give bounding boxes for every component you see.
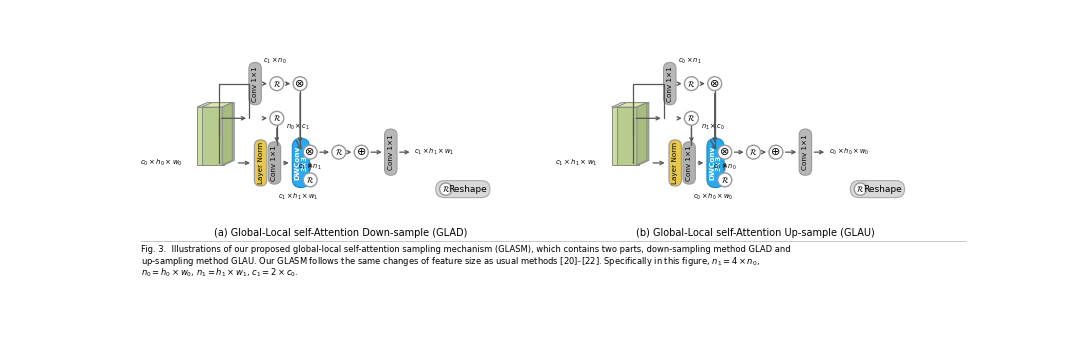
Text: ⊗: ⊗ [710,79,719,89]
Text: $\mathcal{R}$: $\mathcal{R}$ [273,79,281,89]
Text: Conv 1×1: Conv 1×1 [666,66,673,101]
Text: (b) Global-Local self-Attention Up-sample (GLAU): (b) Global-Local self-Attention Up-sampl… [636,228,875,238]
Circle shape [718,173,732,187]
Circle shape [293,77,307,90]
Circle shape [707,77,721,90]
Text: $n_0\times c_1$: $n_0\times c_1$ [286,122,310,132]
FancyBboxPatch shape [293,138,309,187]
Polygon shape [202,103,232,107]
Text: $c_1\times n_1$: $c_1\times n_1$ [298,161,322,172]
Circle shape [270,111,284,125]
Text: ⊗: ⊗ [306,147,315,157]
Text: Conv 1×1: Conv 1×1 [252,66,258,101]
Circle shape [854,183,866,195]
Polygon shape [197,107,225,165]
Circle shape [354,145,368,159]
Text: $n_1\times c_0$: $n_1\times c_0$ [701,122,725,132]
Text: $c_1\times h_1\times w_1$: $c_1\times h_1\times w_1$ [555,158,597,168]
FancyBboxPatch shape [384,129,397,175]
Text: $c_0\times h_0\times w_0$: $c_0\times h_0\times w_0$ [140,158,183,168]
Text: $\mathcal{R}$: $\mathcal{R}$ [856,184,864,194]
Text: $\mathcal{R}$: $\mathcal{R}$ [273,113,281,123]
Text: $c_0\times h_0\times w_0$: $c_0\times h_0\times w_0$ [828,147,869,157]
Text: $c_1\times h_1\times w_1$: $c_1\times h_1\times w_1$ [414,147,455,157]
Polygon shape [222,103,232,165]
Circle shape [746,145,760,159]
Text: Reshape: Reshape [448,185,487,194]
Text: Fig. 3.  Illustrations of our proposed global-local self-attention sampling mech: Fig. 3. Illustrations of our proposed gl… [141,245,791,254]
FancyBboxPatch shape [683,142,696,184]
Circle shape [332,145,346,159]
Text: (a) Global-Local self-Attention Down-sample (GLAD): (a) Global-Local self-Attention Down-sam… [214,228,467,238]
Text: $\mathcal{R}$: $\mathcal{R}$ [750,147,757,157]
Circle shape [303,145,318,159]
Text: Layer Norm: Layer Norm [672,142,678,184]
Text: Reshape: Reshape [863,185,902,194]
Circle shape [718,145,732,159]
FancyBboxPatch shape [248,63,261,105]
Text: DWConv
3×3: DWConv 3×3 [708,146,721,180]
Text: Conv 1×1: Conv 1×1 [271,145,278,181]
Circle shape [769,145,783,159]
Text: ⊗: ⊗ [296,79,305,89]
Polygon shape [197,103,234,107]
Text: $c_1\times n_0$: $c_1\times n_0$ [262,55,286,66]
Polygon shape [617,107,637,165]
Text: Conv 1×1: Conv 1×1 [802,134,808,170]
Polygon shape [225,103,234,165]
Text: $n_0 = h_0 \times w_0$, $n_1 = h_1 \times w_1$, $c_1 = 2 \times c_0$.: $n_0 = h_0 \times w_0$, $n_1 = h_1 \time… [141,266,298,279]
Text: $c_0\times h_0\times w_0$: $c_0\times h_0\times w_0$ [693,192,733,202]
Text: ⊕: ⊕ [771,147,781,157]
Polygon shape [638,103,649,165]
Polygon shape [611,103,649,107]
Circle shape [685,77,699,90]
Text: $c_0\times n_1$: $c_0\times n_1$ [677,55,701,66]
Polygon shape [611,107,638,165]
Circle shape [270,77,284,90]
Text: $c_0\times n_0$: $c_0\times n_0$ [713,161,737,172]
FancyBboxPatch shape [268,142,281,184]
FancyBboxPatch shape [255,140,267,186]
Text: $\mathcal{R}$: $\mathcal{R}$ [442,184,450,194]
Text: ⊕: ⊕ [356,147,366,157]
Text: Layer Norm: Layer Norm [257,142,264,184]
Text: $\mathcal{R}$: $\mathcal{R}$ [720,175,729,185]
FancyBboxPatch shape [669,140,681,186]
FancyBboxPatch shape [707,138,724,187]
Text: DWConv
3×3: DWConv 3×3 [295,146,308,180]
Text: $\mathcal{R}$: $\mathcal{R}$ [687,113,696,123]
Text: $\mathcal{R}$: $\mathcal{R}$ [687,79,696,89]
FancyBboxPatch shape [850,181,905,197]
Polygon shape [637,103,647,165]
FancyBboxPatch shape [663,63,676,105]
Text: $\mathcal{R}$: $\mathcal{R}$ [335,147,343,157]
Text: Conv 1×1: Conv 1×1 [388,134,394,170]
Text: ⊗: ⊗ [720,147,729,157]
Polygon shape [617,103,647,107]
Circle shape [685,111,699,125]
Text: up-sampling method GLAU. Our GLASM follows the same changes of feature size as u: up-sampling method GLAU. Our GLASM follo… [141,255,760,268]
Text: Conv 1×1: Conv 1×1 [686,145,692,181]
FancyBboxPatch shape [435,181,490,197]
Text: $\mathcal{R}$: $\mathcal{R}$ [306,175,314,185]
Polygon shape [202,107,222,165]
Circle shape [440,183,451,195]
FancyBboxPatch shape [799,129,811,175]
Circle shape [303,173,318,187]
Text: $c_1\times h_1\times w_1$: $c_1\times h_1\times w_1$ [279,192,319,202]
